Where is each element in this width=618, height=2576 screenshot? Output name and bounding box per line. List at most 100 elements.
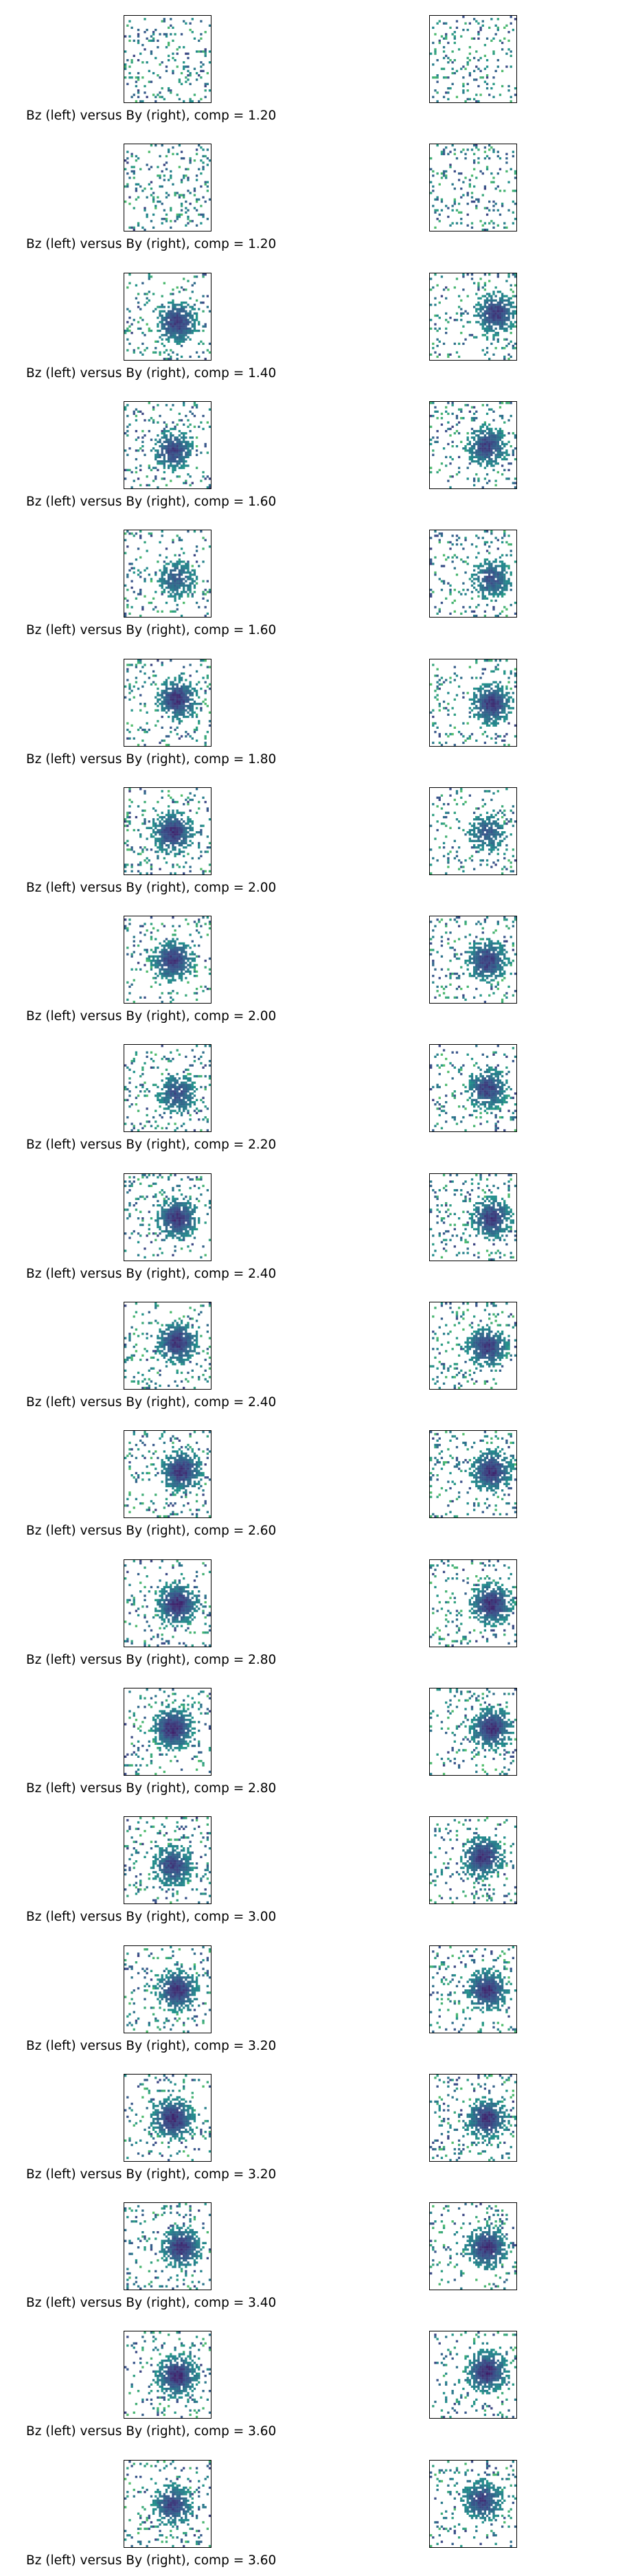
pixel xyxy=(462,194,465,196)
pixel xyxy=(499,312,502,315)
pixel xyxy=(148,299,150,302)
pixel xyxy=(488,561,491,563)
pixel xyxy=(157,329,159,332)
pixel xyxy=(481,334,484,337)
pixel xyxy=(152,419,155,422)
pixel xyxy=(503,563,506,565)
pixel xyxy=(206,675,209,677)
pixel xyxy=(438,709,441,712)
pixel xyxy=(161,319,163,321)
pixel xyxy=(180,440,183,444)
pixel xyxy=(208,89,211,92)
pixel xyxy=(492,222,495,225)
pixel xyxy=(191,412,194,416)
pixel xyxy=(163,282,166,284)
pixel xyxy=(191,833,194,836)
pixel xyxy=(430,848,433,851)
pixel xyxy=(133,319,135,321)
pixel xyxy=(477,713,480,716)
pixel xyxy=(490,453,493,456)
pixel xyxy=(178,679,181,681)
pixel xyxy=(172,822,174,825)
pixel xyxy=(154,308,157,310)
pixel xyxy=(442,447,446,450)
pixel xyxy=(176,332,179,335)
pixel xyxy=(178,445,181,448)
pixel xyxy=(501,805,504,808)
pixel xyxy=(464,404,467,407)
pixel xyxy=(436,534,439,537)
pixel xyxy=(183,447,185,450)
pixel xyxy=(507,308,510,310)
pixel xyxy=(494,479,497,482)
pixel xyxy=(187,960,190,962)
pixel xyxy=(432,722,435,725)
pixel xyxy=(481,668,484,670)
pixel xyxy=(130,724,133,727)
pixel xyxy=(191,715,194,719)
pixel xyxy=(490,449,493,452)
pixel xyxy=(154,696,157,699)
pixel xyxy=(159,351,161,354)
pixel xyxy=(174,979,176,982)
pixel xyxy=(457,846,461,849)
pixel xyxy=(168,820,170,823)
pixel xyxy=(496,59,499,62)
pixel xyxy=(494,299,497,302)
pixel xyxy=(172,152,174,155)
pixel xyxy=(126,434,129,437)
pixel xyxy=(180,705,183,708)
pixel xyxy=(185,953,187,956)
pixel xyxy=(501,868,504,870)
pixel xyxy=(436,685,439,688)
pixel xyxy=(485,571,489,574)
pixel xyxy=(473,582,476,585)
pixel xyxy=(514,325,516,328)
pixel xyxy=(510,100,512,102)
pixel xyxy=(180,310,183,313)
pixel xyxy=(496,574,499,576)
pixel xyxy=(193,728,196,732)
by-panel xyxy=(429,144,517,231)
pixel xyxy=(195,987,198,991)
pixel xyxy=(152,293,155,295)
pixel xyxy=(168,822,170,825)
pixel xyxy=(135,438,138,441)
pixel xyxy=(176,949,179,951)
by-panel-image xyxy=(430,530,516,617)
pixel xyxy=(200,213,203,216)
pixel xyxy=(447,735,450,738)
pixel xyxy=(440,683,444,686)
pixel xyxy=(481,722,484,725)
pixel xyxy=(470,453,474,456)
pixel xyxy=(144,800,146,804)
pixel xyxy=(144,818,146,821)
pixel xyxy=(492,848,495,851)
pixel xyxy=(168,179,170,181)
pixel xyxy=(130,567,133,569)
pixel xyxy=(483,67,487,70)
pixel xyxy=(152,960,155,962)
pixel xyxy=(449,593,452,596)
pixel xyxy=(200,421,203,424)
pixel xyxy=(473,455,476,459)
pixel xyxy=(470,839,474,842)
pixel xyxy=(501,434,504,437)
pixel xyxy=(154,955,157,958)
pixel xyxy=(130,606,133,609)
pixel xyxy=(159,846,161,849)
pixel xyxy=(440,580,444,583)
pixel xyxy=(453,71,456,75)
pixel xyxy=(432,857,435,860)
pixel xyxy=(485,321,489,324)
pixel xyxy=(481,404,484,407)
pixel xyxy=(494,460,497,463)
pixel xyxy=(183,177,185,179)
pixel xyxy=(174,953,176,956)
pixel xyxy=(479,584,482,587)
pixel xyxy=(178,593,181,596)
pixel xyxy=(161,944,163,947)
pixel xyxy=(499,574,502,576)
pixel xyxy=(202,148,205,151)
pixel xyxy=(200,98,203,101)
